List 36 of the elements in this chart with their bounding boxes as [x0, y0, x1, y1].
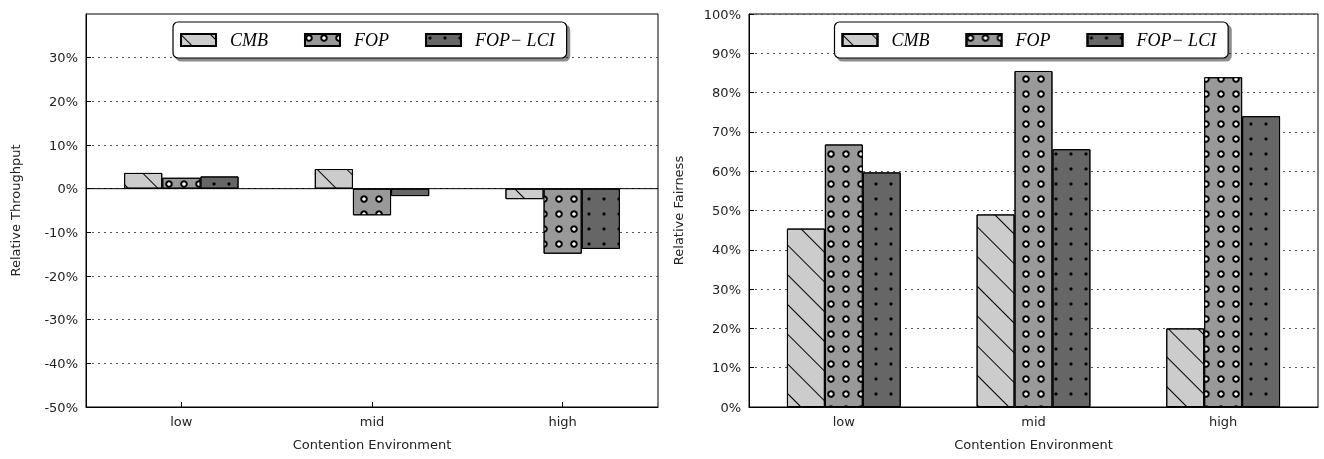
x-tick-label: mid	[359, 414, 385, 429]
legend-label: FOP− LCI	[1135, 30, 1218, 50]
y-tick-label: 10%	[712, 360, 741, 376]
x-tick-label: low	[170, 414, 193, 429]
y-tick-label: -50%	[44, 399, 78, 415]
y-tick-label: 80%	[712, 85, 741, 101]
y-tick-label: -30%	[44, 312, 78, 328]
x-tick-label: mid	[1021, 414, 1046, 429]
y-tick-label: 60%	[712, 163, 741, 179]
y-tick-label: 30%	[712, 281, 741, 297]
x-axis-title: Contention Environment	[954, 437, 1113, 452]
y-axis-title: Relative Throughput	[8, 144, 23, 277]
y-axis-title: Relative Fairness	[671, 155, 686, 266]
legend-label: CMB	[230, 30, 268, 50]
y-tick-label: 20%	[712, 320, 741, 336]
y-tick-label: 70%	[712, 124, 741, 140]
y-tick-label: 30%	[49, 50, 78, 66]
y-tick-label: 50%	[712, 203, 741, 218]
legend-label: FOP	[353, 30, 389, 50]
y-tick-label: 100%	[703, 6, 741, 22]
y-tick-label: -40%	[44, 355, 78, 371]
y-tick-label: 40%	[712, 242, 741, 258]
y-tick-label: 0%	[720, 399, 741, 415]
x-tick-label: low	[832, 414, 856, 429]
legend-label: CMB	[891, 30, 930, 50]
y-tick-label: -20%	[44, 268, 78, 284]
y-tick-label: 90%	[712, 45, 741, 61]
legend-label: FOP− LCI	[473, 30, 556, 50]
y-tick-label: -10%	[44, 224, 78, 240]
y-tick-label: 20%	[49, 93, 78, 109]
legend-label: FOP	[1014, 30, 1051, 50]
x-axis-title: Contention Environment	[292, 437, 452, 452]
x-tick-label: high	[1208, 414, 1238, 429]
y-tick-label: 0%	[57, 181, 78, 197]
x-tick-label: high	[548, 414, 577, 429]
y-tick-label: 10%	[49, 137, 78, 153]
